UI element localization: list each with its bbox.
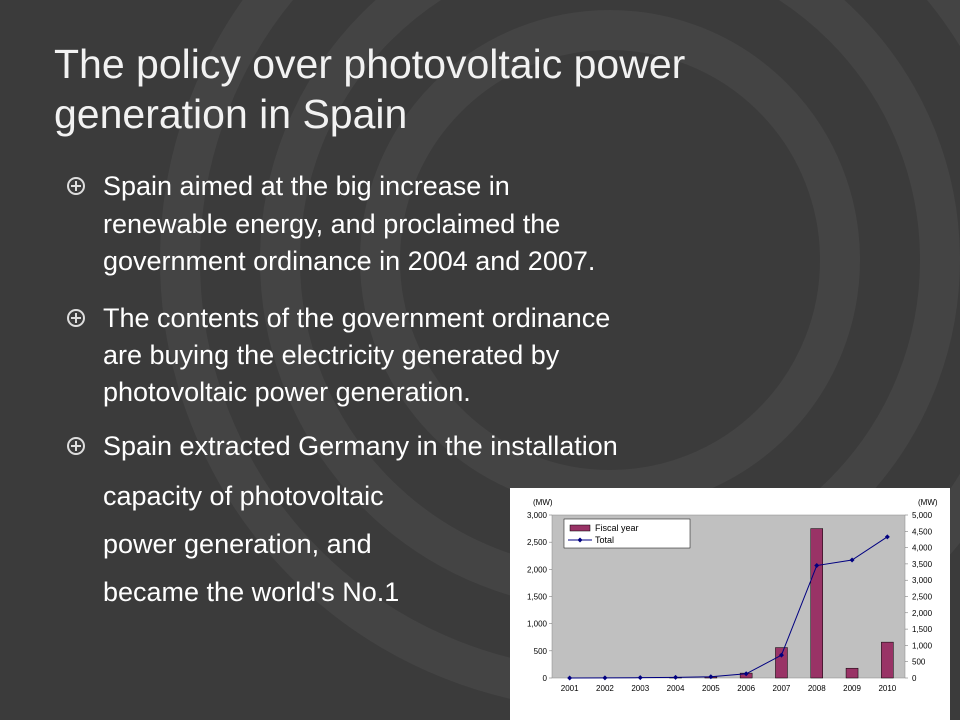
y2-tick-label: 500 bbox=[912, 658, 926, 667]
bullet-text: are buying the electricity generated by bbox=[103, 340, 560, 370]
slide-title: The policy over photovoltaic power bbox=[54, 41, 685, 87]
x-tick-label: 2003 bbox=[631, 684, 649, 693]
bar bbox=[845, 667, 859, 679]
bullet-text: power generation, and bbox=[103, 529, 372, 559]
bar bbox=[881, 641, 894, 679]
x-tick-label: 2007 bbox=[773, 684, 791, 693]
legend-swatch bbox=[569, 524, 591, 532]
line-marker bbox=[849, 557, 855, 563]
bullet-ring bbox=[67, 437, 85, 455]
line-marker bbox=[567, 675, 573, 681]
bullet-cross bbox=[71, 181, 81, 191]
x-tick-label: 2004 bbox=[667, 684, 685, 693]
bullet-cross bbox=[71, 441, 81, 451]
bullet-text: capacity of photovoltaic bbox=[103, 481, 384, 511]
y2-tick-label: 2,000 bbox=[912, 609, 933, 618]
bullet-icon bbox=[67, 177, 85, 195]
line-marker bbox=[778, 652, 784, 658]
legend: Fiscal year Total bbox=[563, 518, 691, 549]
line-marker bbox=[708, 674, 714, 680]
y-tick-label: 0 bbox=[543, 674, 548, 683]
line-marker bbox=[884, 534, 890, 540]
bullet-ring bbox=[67, 309, 85, 327]
bar bbox=[810, 528, 823, 679]
line-marker bbox=[673, 674, 679, 680]
slide-title: generation in Spain bbox=[54, 91, 407, 137]
line-marker bbox=[814, 563, 820, 569]
x-tick-label: 2001 bbox=[561, 684, 579, 693]
x-tick-label: 2010 bbox=[878, 684, 896, 693]
x-tick-label: 2005 bbox=[702, 684, 720, 693]
y-tick-label: 1,000 bbox=[527, 620, 548, 629]
bullet-text: renewable energy, and proclaimed the bbox=[103, 209, 560, 239]
bullet-text: government ordinance in 2004 and 2007. bbox=[103, 246, 595, 276]
y2-axis-unit: (MW) bbox=[918, 498, 938, 507]
y2-tick-label: 4,000 bbox=[912, 544, 933, 553]
y-tick-label: 2,500 bbox=[527, 538, 548, 547]
x-tick-label: 2006 bbox=[737, 684, 755, 693]
legend-marker bbox=[577, 537, 583, 543]
line-marker bbox=[637, 675, 643, 681]
x-tick-label: 2009 bbox=[843, 684, 861, 693]
x-tick-label: 2002 bbox=[596, 684, 614, 693]
y-tick-label: 1,500 bbox=[527, 593, 548, 602]
y-tick-label: 2,000 bbox=[527, 565, 548, 574]
line-marker bbox=[743, 671, 749, 677]
bullet-text: Spain aimed at the big increase in bbox=[103, 171, 510, 201]
legend-label: Fiscal year bbox=[595, 523, 639, 533]
y2-tick-label: 1,000 bbox=[912, 641, 933, 650]
bullet-icon bbox=[67, 437, 85, 455]
line-marker bbox=[602, 675, 608, 681]
y2-tick-label: 4,500 bbox=[912, 527, 933, 536]
x-tick-label: 2008 bbox=[808, 684, 826, 693]
bullet-text: became the world's No.1 bbox=[103, 577, 399, 607]
bullet-icon bbox=[67, 309, 85, 327]
y-axis-unit: (MW) bbox=[533, 498, 553, 507]
bullet-ring bbox=[67, 177, 85, 195]
y2-tick-label: 1,500 bbox=[912, 625, 933, 634]
legend-label: Total bbox=[595, 535, 614, 545]
bullet-text: The contents of the government ordinance bbox=[103, 303, 610, 333]
bar bbox=[775, 647, 788, 679]
bullet-text: photovoltaic power generation. bbox=[103, 377, 471, 407]
y2-tick-label: 5,000 bbox=[912, 511, 933, 520]
line bbox=[569, 536, 888, 679]
y-tick-label: 3,000 bbox=[527, 511, 548, 520]
y2-tick-label: 3,500 bbox=[912, 560, 933, 569]
bullet-text: Spain extracted Germany in the installat… bbox=[103, 431, 618, 461]
legend-box bbox=[563, 518, 691, 549]
y-tick-label: 500 bbox=[534, 647, 548, 656]
y2-tick-label: 3,000 bbox=[912, 576, 933, 585]
y2-tick-label: 2,500 bbox=[912, 593, 933, 602]
y2-tick-label: 0 bbox=[912, 674, 917, 683]
bullet-cross bbox=[71, 313, 81, 323]
